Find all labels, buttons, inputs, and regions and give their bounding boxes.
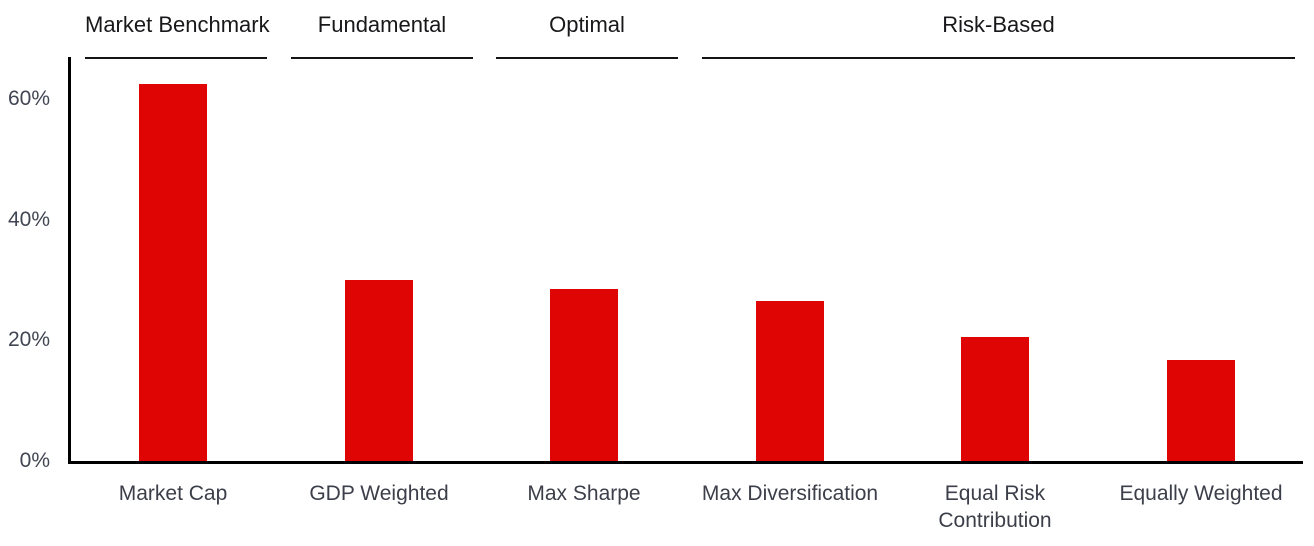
y-axis-tick-label: 0% <box>19 449 50 472</box>
y-axis-line <box>68 57 71 464</box>
bar-gdp-weighted <box>345 280 413 461</box>
bar-max-sharpe <box>550 289 618 461</box>
x-axis-label: Equally Weighted <box>1119 482 1283 505</box>
group-header-label: Optimal <box>549 12 625 37</box>
bar-market-cap <box>139 84 207 461</box>
group-header-label: Market Benchmark <box>85 12 270 37</box>
y-axis-tick-label: 60% <box>7 87 50 110</box>
x-axis-label: Equal Risk Contribution <box>938 482 1052 532</box>
x-axis-label: Max Sharpe <box>527 482 641 505</box>
group-header-label: Fundamental <box>317 12 447 37</box>
group-header-underline <box>85 57 267 59</box>
group-header-underline <box>496 57 678 59</box>
group-header-underline <box>291 57 473 59</box>
bar-equal-risk-contribution <box>961 337 1029 461</box>
group-header-label: Risk-Based <box>942 12 1055 37</box>
x-axis-label: GDP Weighted <box>309 482 449 505</box>
bar-equally-weighted <box>1167 360 1235 461</box>
y-axis-tick-label: 40% <box>7 208 50 231</box>
bar-max-diversification <box>756 301 824 461</box>
group-header-underline <box>702 57 1295 59</box>
x-axis-line <box>68 461 1303 464</box>
y-axis-tick-label: 20% <box>7 328 50 351</box>
x-axis-label: Max Diversification <box>701 482 879 505</box>
x-axis-label: Market Cap <box>118 482 228 505</box>
